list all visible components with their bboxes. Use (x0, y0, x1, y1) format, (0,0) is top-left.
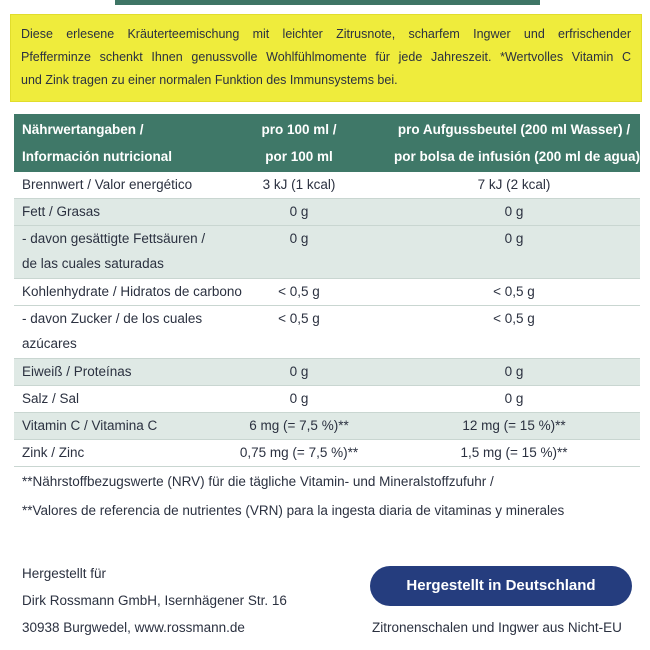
row-label: Eiweiß / Proteínas (22, 364, 132, 379)
row-label: - davon gesättigte Fettsäuren / (22, 231, 206, 246)
table-header: Nährwertangaben / Información nutricional… (14, 114, 640, 172)
value-per-bag: 0 g (504, 231, 524, 246)
header-cell: pro Aufgussbeutel (200 ml Wasser) / (397, 122, 631, 137)
value-per-bag: 0 g (504, 364, 524, 379)
table-row: Salz / Sal 0 g 0 g (14, 386, 640, 413)
row-label: Vitamin C / Vitamina C (22, 418, 158, 433)
row-label: Brennwert / Valor energético (22, 177, 193, 192)
header-cell: Información nutricional (22, 149, 173, 164)
manufacturer-line: Hergestellt für (22, 566, 107, 581)
value-per-bag: 0 g (504, 204, 524, 219)
value-per-100ml: 0,75 mg (= 7,5 %)** (239, 445, 359, 460)
table-row: Eiweiß / Proteínas 0 g 0 g (14, 359, 640, 386)
origin-badge: Hergestellt in Deutschland (370, 566, 632, 606)
table-row: Kohlenhydrate / Hidratos de carbono < 0,5… (14, 279, 640, 306)
value-per-100ml: 3 kJ (1 kcal) (262, 177, 336, 192)
value-per-100ml: < 0,5 g (278, 284, 320, 299)
value-per-bag: 1,5 mg (= 15 %)** (460, 445, 568, 460)
value-per-100ml: < 0,5 g (278, 311, 320, 326)
row-label: Zink / Zinc (22, 445, 85, 460)
header-cell: por bolsa de infusión (200 ml de agua) (394, 149, 641, 164)
table-row: - davon Zucker / de los cuales azúcares < … (14, 306, 640, 359)
value-per-100ml: 6 mg (= 7,5 %)** (249, 418, 349, 433)
intro-box: Diese erlesene Kräuterteemischung mit le… (10, 14, 642, 102)
value-per-100ml: 0 g (289, 364, 309, 379)
row-label: Kohlenhydrate / Hidratos de carbono (22, 284, 242, 299)
top-bar (115, 0, 540, 5)
intro-line: Pfefferminze schenkt Ihnen genussvolle W… (21, 50, 631, 64)
value-per-bag: 0 g (504, 391, 524, 406)
row-label: Salz / Sal (22, 391, 80, 406)
origin-note: Zitronenschalen und Ingwer aus Nicht-EU (372, 620, 622, 635)
value-per-100ml: 0 g (289, 204, 309, 219)
value-per-bag: < 0,5 g (493, 284, 535, 299)
manufacturer-line: 30938 Burgwedel, www.rossmann.de (22, 620, 245, 635)
footnote: **Valores de referencia de nutrientes (V… (22, 503, 565, 518)
table-row: Zink / Zinc 0,75 mg (= 7,5 %)** 1,5 mg (= … (14, 440, 640, 467)
footnote: **Nährstoffbezugswerte (NRV) für die täg… (22, 474, 494, 489)
table-row: Brennwert / Valor energético 3 kJ (1 kcal… (14, 172, 640, 199)
nutrition-table: Nährwertangaben / Información nutricional… (14, 114, 640, 467)
header-cell: por 100 ml (265, 149, 333, 164)
value-per-bag: < 0,5 g (493, 311, 535, 326)
table-row: Fett / Grasas 0 g 0 g (14, 199, 640, 226)
table-row: - davon gesättigte Fettsäuren / de las cu… (14, 226, 640, 279)
row-label: - davon Zucker / de los cuales (22, 311, 203, 326)
row-label: de las cuales saturadas (22, 256, 164, 271)
intro-line: Diese erlesene Kräuterteemischung mit le… (21, 27, 631, 41)
manufacturer-line: Dirk Rossmann GmbH, Isernhägener Str. 16 (22, 593, 287, 608)
table-row: Vitamin C / Vitamina C 6 mg (= 7,5 %)** 12… (14, 413, 640, 440)
header-cell: pro 100 ml / (261, 122, 337, 137)
row-label: azúcares (22, 336, 77, 351)
row-label: Fett / Grasas (22, 204, 101, 219)
value-per-bag: 12 mg (= 15 %)** (462, 418, 566, 433)
value-per-100ml: 0 g (289, 231, 309, 246)
value-per-100ml: 0 g (289, 391, 309, 406)
intro-line: und Zink tragen zu einer normalen Funkti… (21, 73, 398, 87)
header-cell: Nährwertangaben / (22, 122, 144, 137)
value-per-bag: 7 kJ (2 kcal) (477, 177, 551, 192)
